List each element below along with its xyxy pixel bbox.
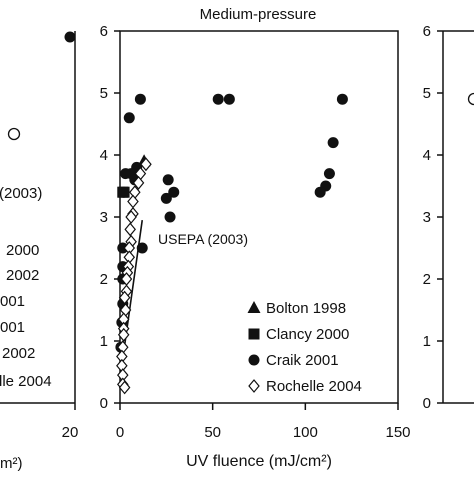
left-panel-text-fragment: 2002 [2,345,35,362]
legend-marker [249,355,260,366]
point-craik-2001 [135,94,146,105]
point-craik-2001 [165,212,176,223]
legend-marker [249,380,259,392]
y-tick-label: 1 [100,333,108,350]
panel-center: Medium-pressure 0 1 2 3 4 5 6 0 50 100 150 UV flu… [100,6,411,470]
right-y-tick-label: 3 [423,209,431,226]
x-axis-label: UV fluence (mJ/cm²) [186,453,332,470]
point-craik-2001 [120,168,131,179]
point-craik-2001 [224,94,235,105]
plot-frame [120,31,398,403]
usepa-fit-label: USEPA (2003) [158,231,248,247]
right-y-tick-label: 0 [423,395,431,412]
legend-label: Bolton 1998 [266,300,346,317]
x-tick-label: 100 [293,424,318,441]
legend: Bolton 1998 Clancy 2000 Craik 2001 Rochelle… [248,300,362,395]
right-y-tick-label: 1 [423,333,431,350]
legend-marker [249,329,260,340]
left-panel-xlabel-fragment: m²) [0,455,23,472]
point-craik-2001 [161,193,172,204]
y-tick-label: 3 [100,209,108,226]
right-y-tick-label: 4 [423,147,431,164]
legend-label: Rochelle 2004 [266,378,362,395]
left-panel-text-fragment: 001 [0,293,25,310]
x-tick-label: 150 [385,424,410,441]
y-tick-label: 2 [100,271,108,288]
legend-label: Clancy 2000 [266,326,349,343]
point-craik-2001 [213,94,224,105]
left-panel-point-filled [65,32,76,43]
point-craik-2001 [163,174,174,185]
left-panel-x-tick-label: 20 [62,424,79,441]
panel-right: 0 1 2 3 4 5 6 [423,23,474,412]
left-panel-text-fragment: 001 [0,319,25,336]
right-panel-y-axis: 0 1 2 3 4 5 6 [423,23,443,412]
x-axis: 0 50 100 150 [116,403,411,441]
right-panel-point-open [469,94,474,105]
left-panel-point-open [9,129,20,140]
legend-marker [248,301,261,313]
y-tick-label: 4 [100,147,108,164]
point-craik-2001 [137,243,148,254]
right-y-tick-label: 6 [423,23,431,40]
panel-left: 20 (2003) 2000 2002 001 001 2002 lle 200… [0,31,78,472]
left-panel-text-fragment: 2002 [6,267,39,284]
left-panel-text-fragment: lle 2004 [0,373,52,390]
point-craik-2001 [315,187,326,198]
right-y-tick-label: 2 [423,271,431,288]
legend-label: Craik 2001 [266,352,339,369]
point-craik-2001 [328,137,339,148]
point-craik-2001 [324,168,335,179]
x-tick-label: 0 [116,424,124,441]
left-panel-text-fragment: (2003) [0,185,42,202]
chart-title: Medium-pressure [200,6,317,23]
y-tick-label: 5 [100,85,108,102]
y-axis: 0 1 2 3 4 5 6 [100,23,120,412]
y-tick-label: 0 [100,395,108,412]
point-clancy-2000 [119,187,130,198]
point-craik-2001 [337,94,348,105]
right-y-tick-label: 5 [423,85,431,102]
left-panel-text-fragment: 2000 [6,242,39,259]
point-rochelle-2004 [125,223,135,235]
x-tick-label: 50 [204,424,221,441]
y-tick-label: 6 [100,23,108,40]
point-craik-2001 [124,112,135,123]
